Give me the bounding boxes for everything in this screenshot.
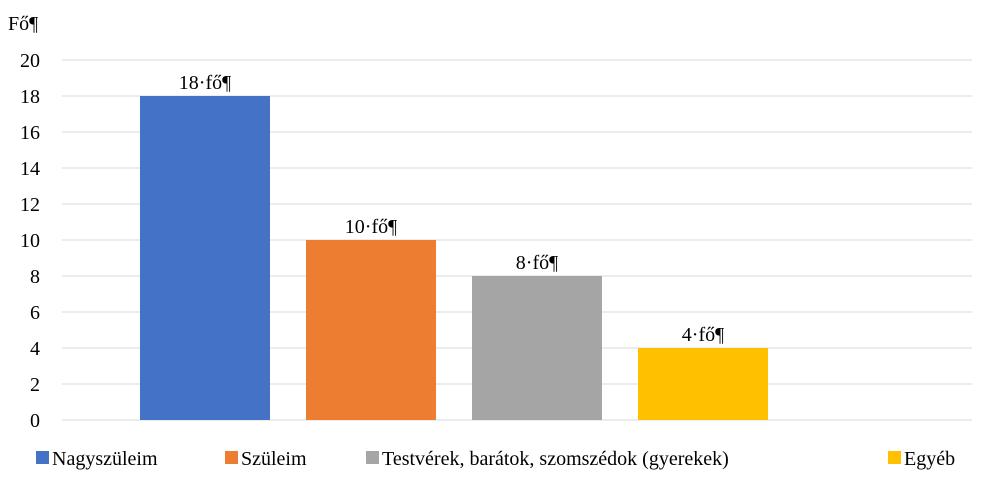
bar-testv-rek-bar-tok-szomsz-dok-gyerekek [472, 276, 602, 420]
legend-swatch-egy-b [888, 451, 901, 464]
y-axis-title: Fő¶ [8, 13, 38, 35]
data-label-sz-leim: 10·fő¶ [345, 216, 397, 238]
legend-swatch-sz-leim [225, 451, 238, 464]
data-label-nagysz-leim: 18·fő¶ [179, 72, 231, 94]
legend: Nagyszüleim Szüleim Testvérek, barátok, sz… [36, 448, 955, 470]
y-axis-ticks: 0 2 4 6 8 10 12 14 16 18 20 [20, 50, 40, 432]
legend-label-nagysz-leim: Nagyszüleim [52, 448, 158, 470]
y-tick-label-12: 12 [20, 194, 40, 216]
y-tick-label-2: 2 [30, 374, 40, 396]
y-tick-label-0: 0 [30, 410, 40, 432]
data-label-egy-b: 4·fő¶ [682, 324, 724, 346]
data-label-testv-rek-bar-tok-szomsz-dok-gyerekek: 8·fő¶ [516, 252, 558, 274]
legend-label-egy-b: Egyéb [904, 448, 955, 470]
bar-sz-leim [306, 240, 436, 420]
y-tick-label-4: 4 [30, 338, 40, 360]
bar-nagysz-leim [140, 96, 270, 420]
legend-label-testv-rek-bar-tok-szomsz-dok-gyerekek: Testvérek, barátok, szomszédok (gyerekek… [382, 448, 729, 470]
y-tick-label-16: 16 [20, 122, 40, 144]
y-tick-label-18: 18 [20, 86, 40, 108]
y-tick-label-8: 8 [30, 266, 40, 288]
y-tick-label-20: 20 [20, 50, 40, 72]
data-labels: 18·fő¶ 10·fő¶ 8·fő¶ 4·fő¶ [179, 72, 724, 346]
y-tick-label-6: 6 [30, 302, 40, 324]
y-tick-label-14: 14 [20, 158, 40, 180]
legend-label-sz-leim: Szüleim [241, 448, 307, 470]
y-tick-label-10: 10 [20, 230, 40, 252]
bar-egy-b [638, 348, 768, 420]
legend-swatch-testv-rek-bar-tok-szomsz-dok-gyerekek [366, 451, 379, 464]
legend-swatch-nagysz-leim [36, 451, 49, 464]
bars [140, 96, 768, 420]
